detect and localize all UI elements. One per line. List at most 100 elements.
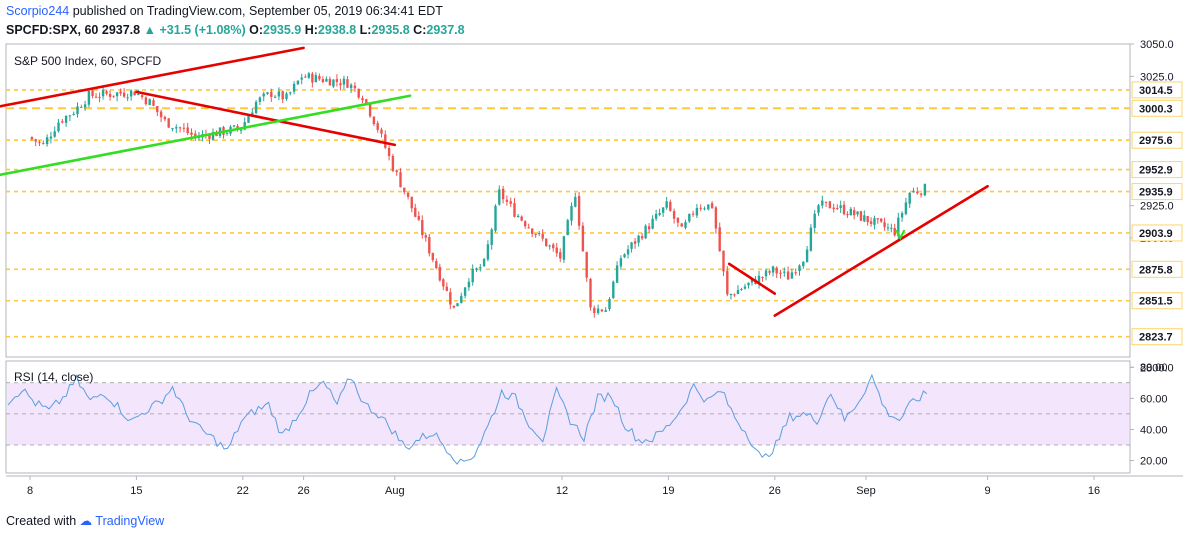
candle-body	[761, 276, 764, 278]
candle-body	[672, 211, 676, 219]
red-trendline[interactable]	[135, 90, 397, 147]
price-pane-frame	[5, 43, 1131, 358]
candle-body	[794, 272, 797, 274]
candle-body	[108, 93, 112, 97]
candle-body	[175, 127, 178, 129]
candle-body	[570, 205, 573, 221]
candle-body	[387, 148, 391, 156]
candle-body	[919, 193, 923, 195]
candle-body	[904, 202, 908, 215]
candle-body	[684, 222, 687, 228]
candle-body	[733, 294, 736, 296]
candle-body	[417, 216, 420, 220]
time-tick-label: 9	[985, 485, 991, 497]
arrow-down-icon[interactable]	[895, 229, 906, 241]
candle-body	[482, 259, 486, 267]
candle-body	[83, 104, 87, 108]
candle-body	[42, 143, 45, 145]
candle-body	[680, 223, 683, 227]
candle-body	[923, 183, 927, 196]
red-trendline[interactable]	[773, 184, 989, 317]
price-level-tag	[1131, 260, 1183, 278]
candle-body	[251, 112, 254, 116]
price-level-label: 2875.8	[1139, 264, 1173, 276]
candle-body	[332, 79, 335, 87]
rsi-line[interactable]	[7, 373, 928, 465]
candle-body	[424, 235, 427, 238]
candle-body	[644, 225, 647, 239]
candle-body	[577, 196, 581, 226]
candle-body	[53, 131, 56, 137]
candle-body	[640, 236, 644, 239]
candle-body	[266, 92, 269, 94]
candle-body	[365, 99, 368, 104]
time-tick-label: Sep	[856, 485, 876, 497]
price-level-label: 2903.9	[1139, 228, 1173, 240]
candle-body	[722, 250, 725, 272]
candle-body	[832, 207, 835, 210]
candle-body	[94, 96, 98, 98]
candle-body	[384, 134, 387, 148]
price-chart-title: S&P 500 Index, 60, SPCFD	[14, 54, 162, 68]
red-trendline[interactable]	[0, 46, 305, 115]
candle-body	[600, 309, 604, 312]
candle-body	[608, 299, 611, 310]
candle-body	[886, 227, 890, 229]
candle-body	[691, 213, 695, 215]
candle-body	[391, 155, 395, 171]
candle-body	[786, 271, 790, 280]
price-level-label: 2952.9	[1139, 165, 1173, 177]
red-trendline[interactable]	[727, 262, 777, 295]
candle-body	[798, 265, 801, 272]
price-level-label: 2851.5	[1139, 296, 1173, 308]
green-trendline[interactable]	[0, 94, 412, 184]
candle-body	[626, 249, 630, 255]
price-pane[interactable]: 3050.03025.02925.02900.02800.03014.53000…	[0, 39, 1183, 374]
candle-body	[112, 95, 115, 97]
candle-body	[289, 92, 292, 94]
candle-body	[395, 170, 398, 173]
candle-body	[846, 214, 849, 216]
published-text: published on TradingView.com, September …	[72, 4, 443, 18]
candle-body	[410, 196, 413, 209]
price-level-tag	[1131, 292, 1183, 310]
candle-body	[435, 261, 438, 269]
author-name[interactable]: Scorpio244	[6, 4, 70, 18]
low-value: 2935.8	[371, 23, 410, 37]
candle-body	[163, 116, 167, 120]
candle-body	[779, 272, 782, 274]
candle-body	[328, 78, 332, 86]
candle-body	[452, 305, 456, 308]
time-tick-label: 26	[297, 485, 309, 497]
candle-body	[311, 73, 314, 83]
candle-body	[604, 310, 607, 312]
price-level-label: 2975.6	[1139, 135, 1173, 147]
candle-body	[651, 218, 654, 229]
candle-body	[144, 97, 148, 105]
time-tick-label: 26	[769, 485, 781, 497]
candle-body	[254, 101, 258, 114]
candle-body	[619, 258, 623, 267]
candle-body	[771, 266, 775, 273]
candle-body	[38, 141, 41, 143]
close-value: 2937.8	[426, 23, 465, 37]
candle-body	[676, 217, 680, 223]
candle-body	[101, 90, 105, 97]
rsi-pane[interactable]: 80.00 60.00 40.00 20.00	[5, 360, 1168, 474]
candle-body	[122, 92, 126, 97]
candle-body	[916, 191, 919, 194]
candle-body	[208, 135, 211, 139]
candle-body	[839, 205, 842, 209]
candle-body	[900, 213, 904, 218]
candle-body	[479, 267, 482, 269]
tradingview-brand[interactable]: TradingView	[95, 514, 165, 528]
candle-body	[623, 254, 626, 258]
candle-body	[718, 227, 721, 252]
candle-body	[581, 225, 585, 252]
candle-body	[490, 229, 493, 245]
candle-body	[190, 132, 193, 135]
candle-body	[893, 228, 896, 236]
candle-body	[520, 216, 523, 221]
candle-body	[873, 218, 876, 225]
